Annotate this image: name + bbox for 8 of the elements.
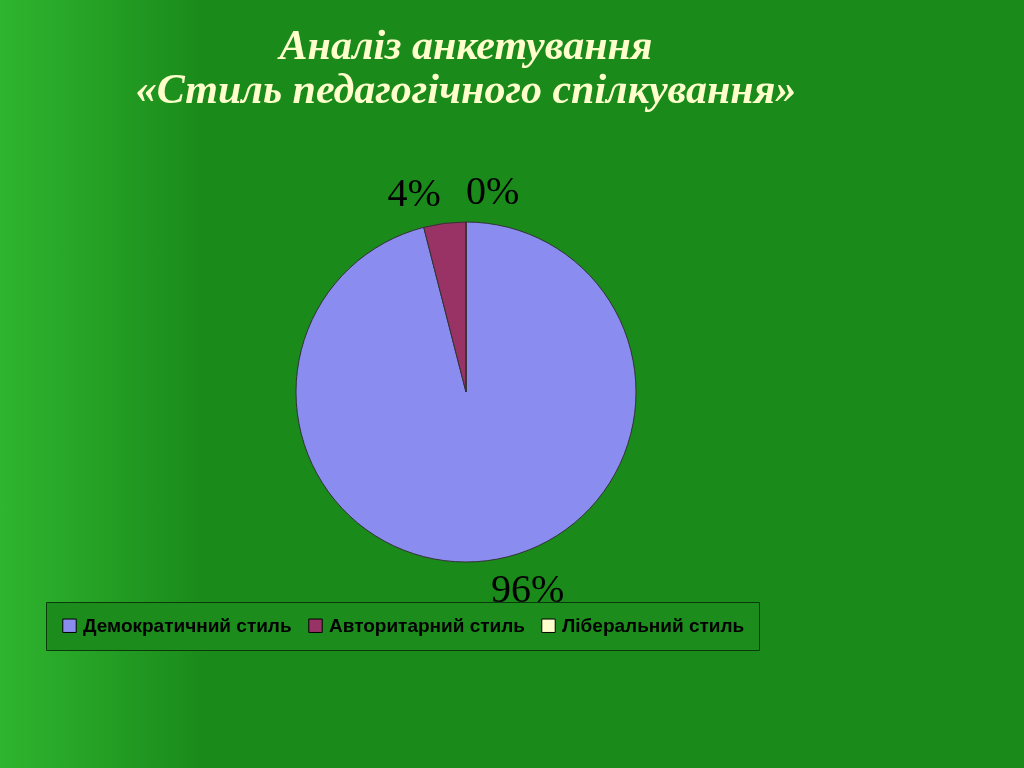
data-label: 4% <box>387 169 441 215</box>
pie-slice <box>295 221 637 563</box>
data-label: 96% <box>491 566 565 612</box>
legend-label: Авторитарний стиль <box>329 614 525 636</box>
chart-title: Аналіз анкетування «Стиль педагогічного спілкування» <box>135 22 797 112</box>
legend-label: Демократичний стиль <box>83 614 292 636</box>
text: 0% <box>466 168 520 213</box>
legend-label: Ліберальний стиль <box>562 614 745 636</box>
